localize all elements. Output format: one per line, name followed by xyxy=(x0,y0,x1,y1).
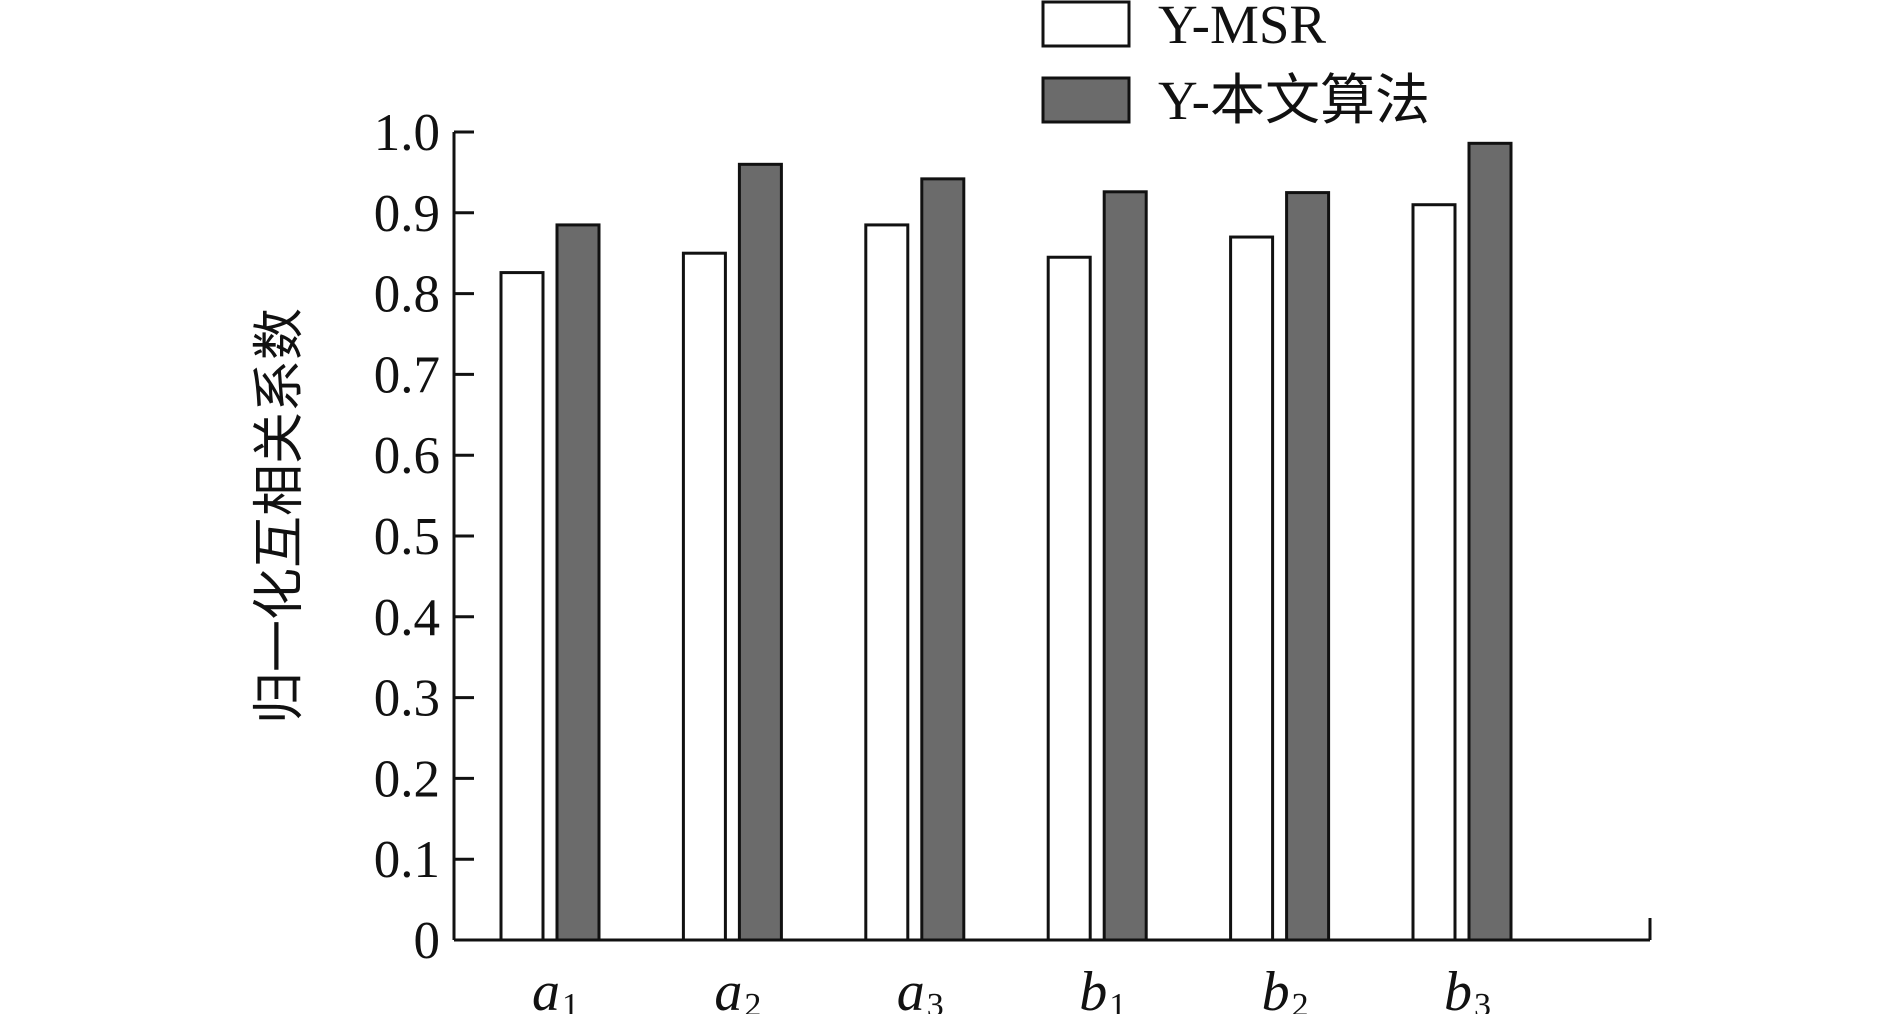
bar-y-msr-a3 xyxy=(864,223,910,942)
y-tick-label: 0.3 xyxy=(374,670,440,728)
bar-y-proposed-a3 xyxy=(920,177,966,942)
legend-label-y-proposed: Y-本文算法 xyxy=(1158,70,1430,131)
y-tick-label: 0.9 xyxy=(374,185,440,243)
x-tick-label: a1 xyxy=(532,961,579,1014)
bar-y-msr-b2 xyxy=(1229,235,1275,942)
y-tick-label: 0.1 xyxy=(374,831,440,889)
x-tick-label: b1 xyxy=(1079,961,1126,1014)
bar-y-proposed-a2 xyxy=(737,162,783,942)
axes: 0 0.1 0.2 0.3 0.4 0.5 0.6 0.7 0.8 0.9 1.0 xyxy=(374,104,1652,970)
y-tick-label: 0.2 xyxy=(374,750,440,808)
y-tick-label: 0.6 xyxy=(374,427,440,485)
legend-swatch-y-proposed xyxy=(1041,76,1131,124)
y-axis-label: 归一化互相关系数 xyxy=(250,308,310,724)
bar-y-msr-b1 xyxy=(1046,255,1092,942)
y-tick-label: 0.5 xyxy=(374,508,440,566)
x-tick-label: b3 xyxy=(1444,961,1491,1014)
legend: Y-MSR Y-本文算法 xyxy=(1041,0,1430,131)
y-tick-label: 0.4 xyxy=(374,589,440,647)
x-tick-labels: a1 a2 a3 b1 b2 b3 xyxy=(532,961,1491,1014)
bar-y-msr-a1 xyxy=(499,271,545,942)
bar-y-proposed-b1 xyxy=(1102,190,1148,942)
y-tick-label: 1.0 xyxy=(374,104,440,162)
y-tick-label: 0 xyxy=(414,912,441,970)
y-tick-label: 0.8 xyxy=(374,266,440,324)
legend-label-y-msr: Y-MSR xyxy=(1158,0,1326,55)
x-tick-label: b2 xyxy=(1262,961,1309,1014)
bar-y-msr-b3 xyxy=(1411,203,1457,942)
bars xyxy=(499,141,1513,942)
y-tick-label: 0.7 xyxy=(374,346,440,404)
legend-swatch-y-msr xyxy=(1041,0,1131,48)
bar-y-msr-a2 xyxy=(681,251,727,942)
bar-y-proposed-b2 xyxy=(1285,191,1331,942)
x-tick-label: a3 xyxy=(897,961,944,1014)
x-tick-label: a2 xyxy=(714,961,761,1014)
bar-y-proposed-a1 xyxy=(555,223,601,942)
bar-y-proposed-b3 xyxy=(1467,141,1513,942)
